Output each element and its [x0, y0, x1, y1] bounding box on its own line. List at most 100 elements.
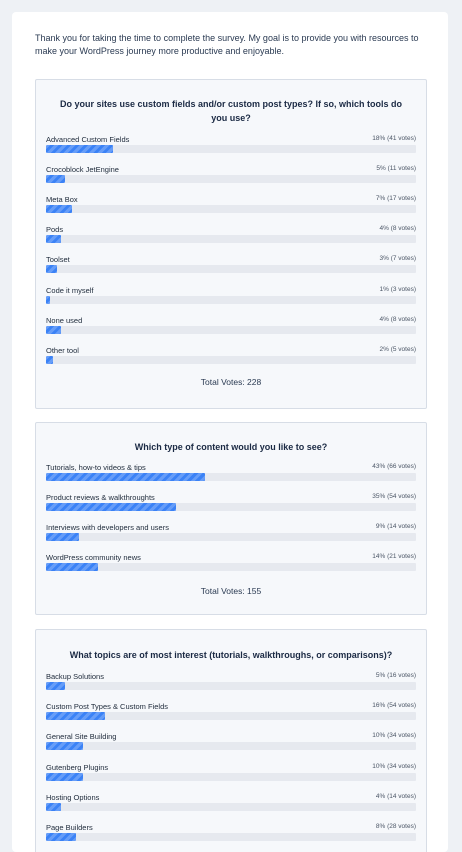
progress-track [46, 296, 416, 304]
poll-option[interactable]: General Site Building 10% (34 votes) [46, 732, 416, 756]
option-label: Pods [46, 225, 64, 234]
survey-card: Thank you for taking the time to complet… [12, 12, 448, 852]
poll-option[interactable]: Interviews with developers and users 9% … [46, 523, 416, 547]
progress-track [46, 803, 416, 811]
option-votes: 2% (5 votes) [379, 346, 417, 353]
progress-track [46, 205, 416, 213]
poll-custom-fields: Do your sites use custom fields and/or c… [35, 79, 427, 409]
poll-option[interactable]: Code it myself 1% (3 votes) [46, 286, 416, 310]
option-votes: 9% (14 votes) [375, 523, 416, 530]
progress-fill [46, 473, 206, 481]
progress-track [46, 503, 416, 511]
option-label: Tutorials, how-to videos & tips [46, 463, 146, 472]
progress-fill [46, 503, 176, 511]
progress-track [46, 473, 416, 481]
poll-option[interactable]: Tutorials, how-to videos & tips 43% (66 … [46, 463, 416, 487]
progress-fill [46, 533, 80, 541]
option-label: Crocoblock JetEngine [46, 165, 119, 174]
total-votes: Total Votes: 228 [200, 377, 262, 387]
option-votes: 10% (34 votes) [372, 763, 416, 770]
option-votes: 4% (8 votes) [379, 316, 417, 323]
option-label: Advanced Custom Fields [46, 135, 130, 144]
progress-fill [46, 145, 113, 153]
option-label: Interviews with developers and users [46, 523, 169, 532]
poll-option[interactable]: Crocoblock JetEngine 5% (11 votes) [46, 165, 416, 189]
progress-track [46, 712, 416, 720]
option-votes: 4% (14 votes) [375, 793, 416, 800]
poll-option[interactable]: Gutenberg Plugins 10% (34 votes) [46, 763, 416, 787]
progress-fill [46, 712, 106, 720]
progress-fill [46, 563, 98, 571]
progress-fill [46, 682, 65, 690]
progress-track [46, 175, 416, 183]
option-votes: 10% (34 votes) [372, 732, 416, 739]
option-votes: 1% (3 votes) [379, 286, 417, 293]
option-votes: 43% (66 votes) [372, 463, 416, 470]
progress-track [46, 145, 416, 153]
option-label: Hosting Options [46, 793, 100, 802]
progress-track [46, 742, 416, 750]
option-votes: 5% (11 votes) [376, 165, 416, 172]
option-label: Backup Solutions [46, 672, 104, 681]
option-label: WordPress community news [46, 553, 141, 562]
progress-fill [46, 175, 65, 183]
poll-question: Do your sites use custom fields and/or c… [59, 99, 403, 123]
progress-track [46, 682, 416, 690]
progress-track [46, 833, 416, 841]
option-label: Page Builders [46, 823, 93, 832]
progress-fill [46, 803, 61, 811]
option-votes: 3% (7 votes) [379, 255, 417, 262]
progress-track [46, 356, 416, 364]
progress-track [46, 326, 416, 334]
option-votes: 7% (17 votes) [375, 195, 416, 202]
poll-topics: What topics are of most interest (tutori… [35, 629, 427, 852]
option-votes: 4% (8 votes) [379, 225, 417, 232]
progress-fill [46, 833, 76, 841]
option-votes: 8% (28 votes) [375, 823, 416, 830]
progress-fill [46, 205, 72, 213]
poll-option[interactable]: Other tool 2% (5 votes) [46, 346, 416, 370]
option-label: Other tool [46, 346, 79, 355]
progress-fill [46, 265, 58, 273]
progress-track [46, 533, 416, 541]
progress-fill [46, 326, 61, 334]
poll-option[interactable]: Hosting Options 4% (14 votes) [46, 793, 416, 817]
poll-option[interactable]: Product reviews & walkthroughts 35% (54 … [46, 493, 416, 517]
progress-track [46, 773, 416, 781]
poll-option[interactable]: Advanced Custom Fields 18% (41 votes) [46, 135, 416, 159]
poll-question: What topics are of most interest (tutori… [69, 650, 393, 660]
poll-option[interactable]: None used 4% (8 votes) [46, 316, 416, 340]
option-label: Meta Box [46, 195, 78, 204]
progress-track [46, 265, 416, 273]
option-votes: 14% (21 votes) [372, 553, 416, 560]
option-label: None used [46, 316, 83, 325]
poll-option[interactable]: WordPress community news 14% (21 votes) [46, 553, 416, 577]
poll-option[interactable]: Pods 4% (8 votes) [46, 225, 416, 249]
option-votes: 35% (54 votes) [372, 493, 416, 500]
progress-fill [46, 235, 61, 243]
total-votes: Total Votes: 155 [200, 586, 262, 596]
progress-track [46, 563, 416, 571]
option-label: Code it myself [46, 286, 94, 295]
poll-option[interactable]: Backup Solutions 5% (16 votes) [46, 672, 416, 696]
option-votes: 18% (41 votes) [372, 135, 416, 142]
poll-option[interactable]: Meta Box 7% (17 votes) [46, 195, 416, 219]
progress-fill [46, 356, 54, 364]
option-label: Product reviews & walkthroughts [46, 493, 155, 502]
poll-content-type: Which type of content would you like to … [35, 422, 427, 615]
intro-text: Thank you for taking the time to complet… [35, 33, 419, 56]
poll-option[interactable]: Toolset 3% (7 votes) [46, 255, 416, 279]
option-label: Custom Post Types & Custom Fields [46, 702, 168, 711]
option-label: Toolset [46, 255, 70, 264]
poll-option[interactable]: Page Builders 8% (28 votes) [46, 823, 416, 847]
option-label: Gutenberg Plugins [46, 763, 109, 772]
option-votes: 16% (54 votes) [372, 702, 416, 709]
progress-fill [46, 742, 83, 750]
poll-question: Which type of content would you like to … [134, 442, 328, 452]
option-votes: 5% (16 votes) [375, 672, 416, 679]
progress-track [46, 235, 416, 243]
progress-fill [46, 296, 50, 304]
poll-option[interactable]: Custom Post Types & Custom Fields 16% (5… [46, 702, 416, 726]
progress-fill [46, 773, 83, 781]
option-label: General Site Building [46, 732, 117, 741]
